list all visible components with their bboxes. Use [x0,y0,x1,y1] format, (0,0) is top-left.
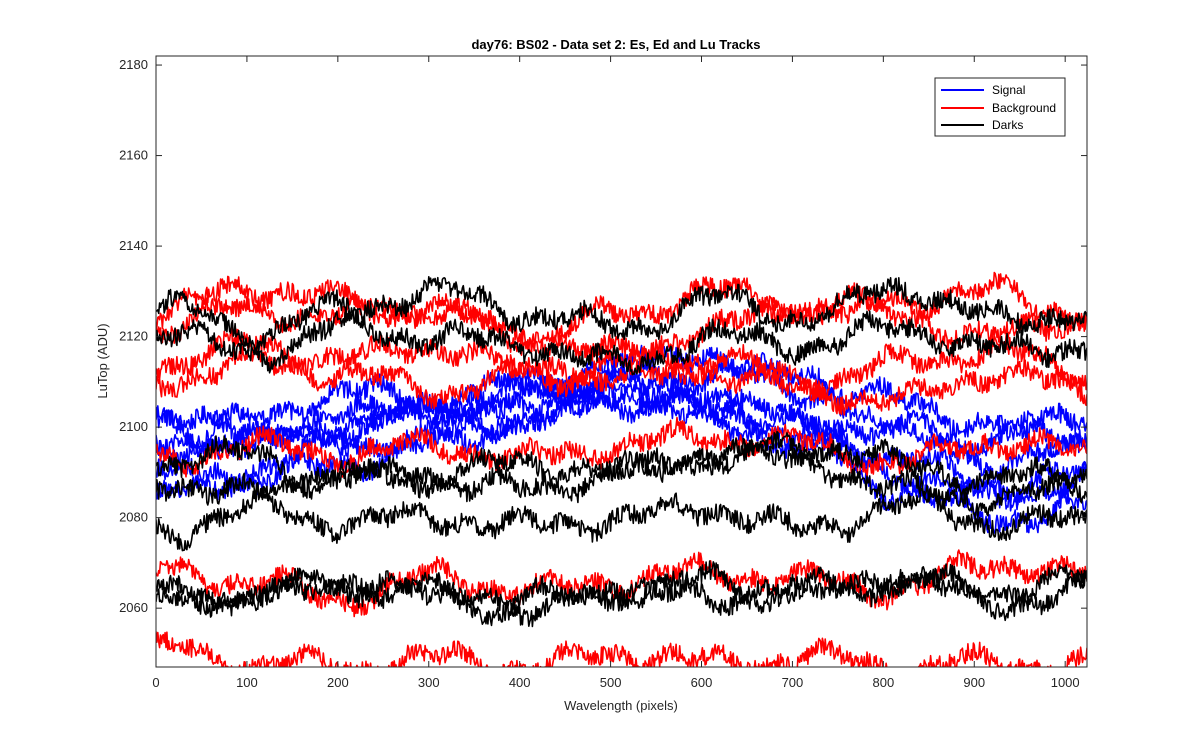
series-line-darks [156,560,1087,628]
x-tick-label: 100 [236,675,258,690]
series-line-background [156,416,1087,478]
legend-label-darks: Darks [992,118,1023,132]
x-tick-label: 0 [152,675,159,690]
series-line-background [156,294,1087,362]
x-tick-label: 500 [600,675,622,690]
series-layer [156,271,1087,667]
series-line-darks [156,308,1087,376]
legend-label-background: Background [992,101,1056,115]
y-tick-label: 2160 [119,148,148,163]
x-tick-label: 700 [782,675,804,690]
y-tick-label: 2080 [119,510,148,525]
x-tick-label: 600 [691,675,713,690]
x-tick-label: 800 [872,675,894,690]
y-axis: 2060 2080 2100 2120 2140 2160 2180 [119,57,1087,615]
series-line-signal [156,378,1087,506]
y-tick-label: 2140 [119,238,148,253]
x-tick-label: 200 [327,675,349,690]
chart-title: day76: BS02 - Data set 2: Es, Ed and Lu … [471,37,760,52]
series-line-background [156,325,1087,403]
series-line-background [156,271,1087,356]
y-tick-label: 2180 [119,57,148,72]
y-tick-label: 2060 [119,600,148,615]
y-tick-label: 2100 [119,419,148,434]
x-axis: 0 100 200 300 400 500 600 700 800 900 1000 [152,56,1080,690]
x-tick-label: 400 [509,675,531,690]
legend: Signal Background Darks [934,77,1066,137]
x-tick-label: 300 [418,675,440,690]
y-axis-label: LuTop (ADU) [95,323,110,398]
series-line-background [156,341,1087,416]
series-line-darks [156,276,1087,356]
series-line-signal [156,343,1087,485]
x-tick-label: 1000 [1051,675,1080,690]
x-tick-label: 900 [963,675,985,690]
plot-frame [155,55,1088,668]
y-tick-label: 2120 [119,329,148,344]
legend-label-signal: Signal [992,83,1025,97]
x-axis-label: Wavelength (pixels) [564,698,678,713]
series-line-darks [156,430,1087,500]
series-line-darks [156,485,1087,552]
